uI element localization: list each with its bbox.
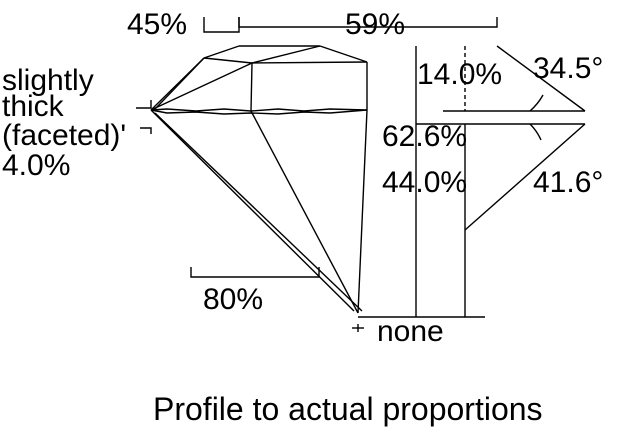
svg-text:45%: 45% (127, 8, 187, 41)
svg-text:34.5°: 34.5° (533, 52, 603, 85)
svg-text:4.0%: 4.0% (2, 149, 70, 182)
svg-text:14.0%: 14.0% (417, 58, 502, 91)
svg-text:none: none (377, 315, 444, 348)
svg-text:44.0%: 44.0% (382, 166, 467, 199)
svg-text:62.6%: 62.6% (382, 120, 467, 153)
svg-text:59%: 59% (345, 8, 405, 41)
svg-text:80%: 80% (203, 283, 263, 316)
svg-text:(faceted)': (faceted)' (2, 119, 126, 152)
svg-text:41.6°: 41.6° (533, 166, 603, 199)
svg-text:Profile to actual proportions: Profile to actual proportions (153, 391, 543, 427)
